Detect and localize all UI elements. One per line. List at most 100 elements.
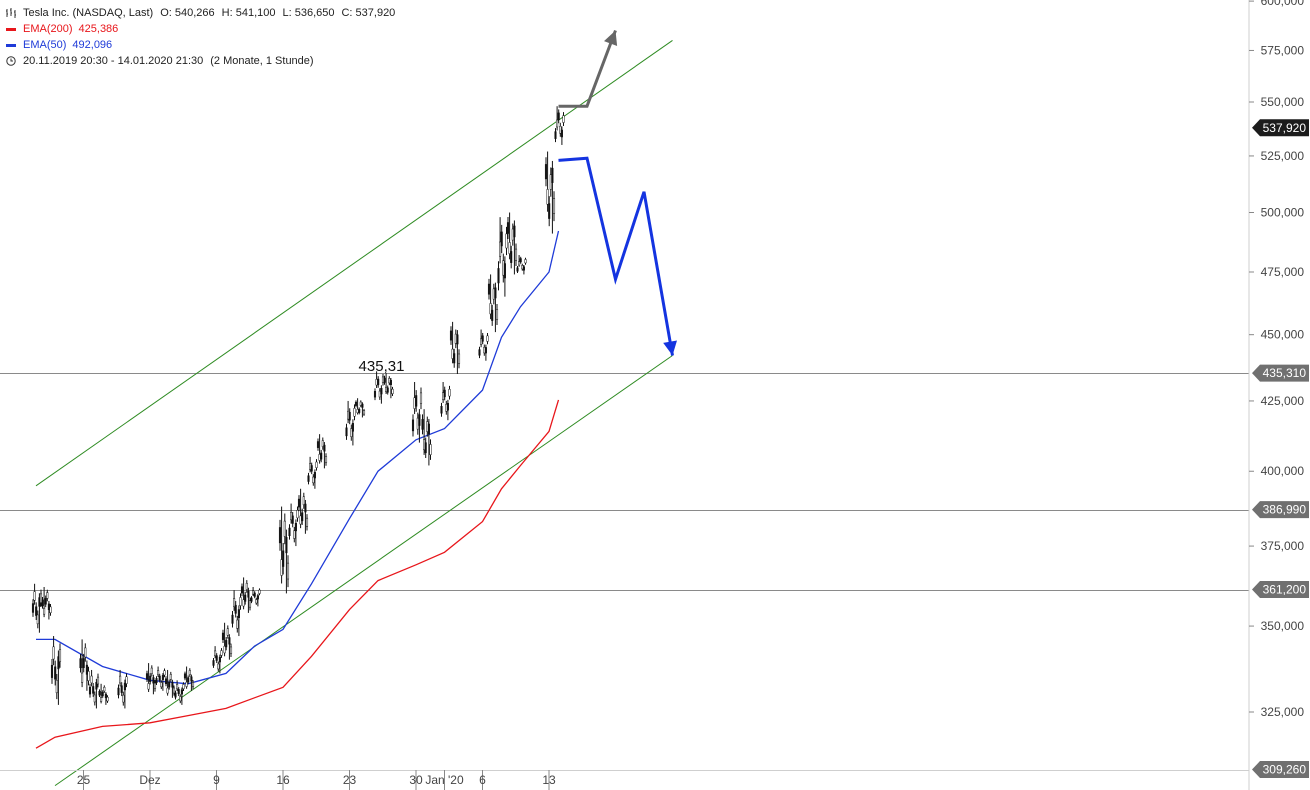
ema50-line (36, 230, 560, 685)
candle-body (179, 696, 182, 702)
candle-body (383, 377, 386, 383)
candle-body (100, 697, 103, 702)
candle-body (480, 338, 483, 345)
candle-body (221, 632, 225, 640)
candle-body (33, 591, 36, 601)
candle-body (513, 225, 516, 238)
candle-body (305, 517, 309, 527)
candle-body (125, 676, 128, 684)
candle-body (104, 693, 107, 699)
y-tick-label: 400,000 (1261, 464, 1305, 478)
candle-body (280, 559, 283, 576)
candle-body (457, 353, 461, 364)
candle-body (101, 691, 104, 697)
scenario-up-arrowhead (604, 30, 618, 47)
candle-body (297, 498, 301, 508)
candle-body (554, 131, 557, 139)
candle-body (487, 283, 491, 295)
candle-body (58, 649, 62, 662)
candle-body (240, 586, 244, 594)
candle-body (234, 604, 237, 614)
candle-body (161, 675, 164, 680)
y-tick-label: 325,000 (1261, 705, 1305, 719)
candle-body (52, 646, 55, 660)
candle-body (237, 609, 240, 619)
candle-body (98, 691, 101, 696)
candle-body (419, 392, 423, 404)
candle-body (478, 349, 481, 356)
candle-body (153, 682, 157, 690)
candle-body (31, 603, 35, 613)
x-tick-label: 30 (409, 773, 423, 787)
candle-body (164, 678, 168, 685)
candle-body (54, 666, 57, 680)
candle-body (556, 119, 559, 128)
ema-lines (35, 230, 560, 749)
candle-body (354, 401, 358, 406)
legend-ema200-row[interactable]: EMA(200) 425,386 (6, 21, 395, 37)
candle-body (313, 472, 316, 479)
price-tag-label: 386,990 (1263, 503, 1307, 517)
legend-ema50-row[interactable]: EMA(50) 492,096 (6, 37, 395, 53)
trend-channel-upper (35, 40, 673, 487)
scenario-up-path (558, 29, 617, 108)
candle-body (377, 378, 380, 386)
candle-body (152, 677, 155, 684)
candle-body (233, 598, 236, 607)
candle-body (248, 600, 252, 608)
candle-body (345, 427, 348, 437)
candle-body (288, 527, 291, 536)
candle-body (215, 655, 218, 661)
candle-body (560, 129, 563, 138)
candle-body (380, 387, 383, 395)
candle-body (491, 309, 494, 321)
candle-body (495, 309, 499, 321)
candle-body (88, 686, 92, 695)
candle-body (82, 658, 85, 668)
candle-body (489, 303, 492, 315)
candle-body (324, 456, 328, 463)
candle-body (301, 512, 304, 522)
candle-body (304, 503, 307, 513)
scenario-down-path (558, 156, 674, 356)
scenario-arrows (558, 29, 677, 356)
candle-body (350, 428, 353, 437)
candle-body (35, 606, 38, 616)
candle-body (90, 675, 93, 684)
horizontal-levels (0, 373, 1249, 591)
candle-body (321, 440, 324, 447)
x-tick-label: Jan '20 (425, 773, 464, 787)
candle-body (214, 650, 217, 657)
ema200-swatch (6, 27, 16, 31)
ohlc-high: H: 541,100 (221, 7, 276, 19)
candle-body (510, 251, 513, 263)
range-note: (2 Monate, 1 Stunde) (210, 55, 314, 67)
x-tick-label: 25 (77, 773, 91, 787)
candle-body (217, 663, 220, 670)
candle-body (150, 667, 153, 674)
candle-body (481, 335, 484, 342)
candle-body (486, 335, 489, 342)
candle-body (256, 595, 259, 600)
ema200-value: 425,386 (78, 23, 119, 35)
candle-body (552, 198, 556, 214)
x-tick-label: 23 (343, 773, 357, 787)
trend-channel (35, 40, 673, 787)
candle-body (557, 112, 560, 121)
instrument-title: Tesla Inc. (NASDAQ, Last) (23, 7, 154, 19)
candle-body (548, 203, 551, 219)
candle-body (312, 476, 315, 484)
candles (31, 106, 565, 709)
candle-body (93, 694, 96, 703)
candle-body (484, 347, 487, 354)
candle-body (503, 263, 506, 279)
candle-body (169, 674, 172, 680)
candle-body (220, 650, 223, 656)
candle-body (225, 640, 228, 648)
clock-icon (6, 56, 18, 66)
candle-body (145, 673, 149, 680)
price-tag-label: 309,260 (1263, 763, 1307, 777)
candle-body (253, 592, 256, 597)
candle-body (92, 686, 95, 694)
